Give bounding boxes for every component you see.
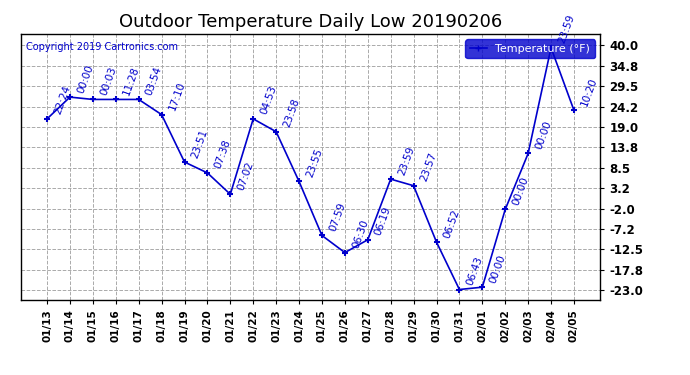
Text: 03:54: 03:54	[144, 65, 164, 97]
Text: 10:20: 10:20	[580, 76, 599, 108]
Text: 17:10: 17:10	[167, 80, 187, 112]
Text: 07:02: 07:02	[236, 160, 255, 192]
Text: 23:57: 23:57	[419, 151, 439, 183]
Text: 23:51: 23:51	[190, 128, 210, 159]
Text: 00:00: 00:00	[511, 176, 531, 207]
Text: 06:30: 06:30	[351, 218, 370, 250]
Text: 23:59: 23:59	[396, 145, 416, 176]
Text: 23:55: 23:55	[304, 147, 324, 178]
Title: Outdoor Temperature Daily Low 20190206: Outdoor Temperature Daily Low 20190206	[119, 13, 502, 31]
Text: 06:19: 06:19	[373, 206, 393, 237]
Text: 00:00: 00:00	[488, 253, 507, 284]
Text: Copyright 2019 Cartronics.com: Copyright 2019 Cartronics.com	[26, 42, 179, 52]
Text: 00:00: 00:00	[75, 63, 95, 94]
Text: 07:38: 07:38	[213, 138, 233, 170]
Text: 00:00: 00:00	[533, 119, 553, 151]
Text: 07:59: 07:59	[328, 201, 347, 233]
Text: 23:58: 23:58	[282, 97, 302, 129]
Text: 22:24: 22:24	[52, 84, 72, 116]
Text: 06:43: 06:43	[465, 255, 484, 287]
Text: 23:59: 23:59	[557, 13, 576, 45]
Text: 11:28: 11:28	[121, 65, 141, 97]
Text: 06:52: 06:52	[442, 208, 462, 239]
Text: 04:53: 04:53	[259, 84, 279, 116]
Legend: Temperature (°F): Temperature (°F)	[466, 39, 595, 58]
Text: 00:03: 00:03	[99, 65, 118, 97]
